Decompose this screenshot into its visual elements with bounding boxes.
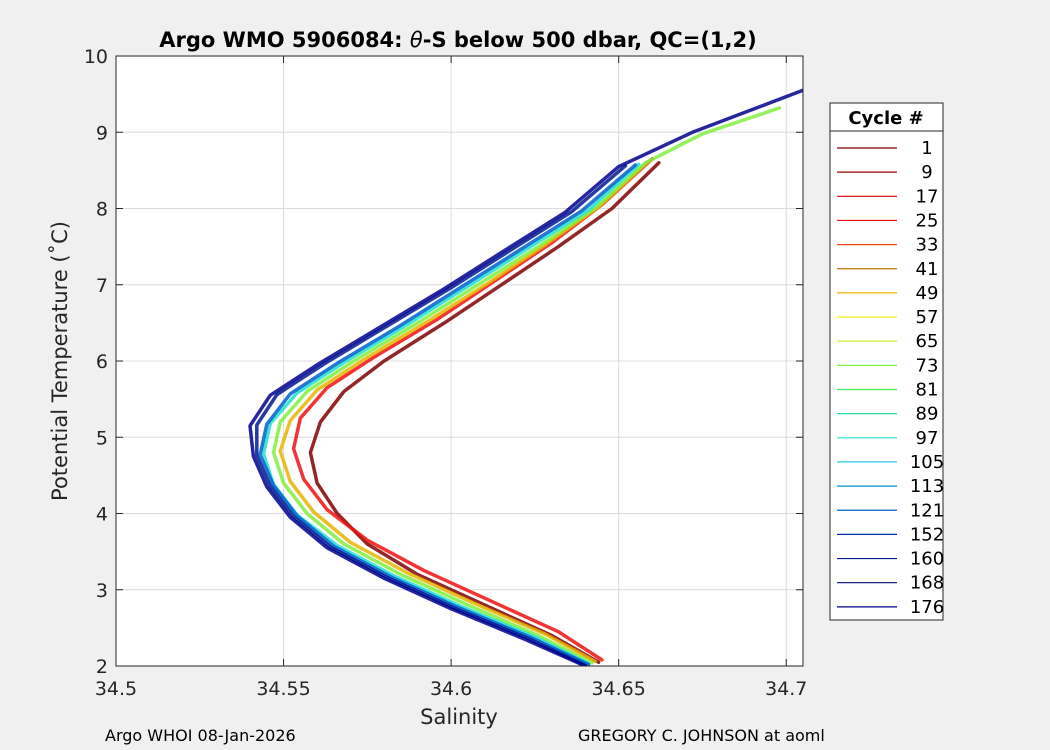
legend-label: 49 <box>916 283 939 304</box>
y-tick-label: 4 <box>96 504 108 526</box>
legend-entry: 57 <box>837 307 938 328</box>
legend-label: 160 <box>910 549 944 570</box>
x-axis-label: Salinity <box>420 705 498 729</box>
legend-entry: 9 <box>837 162 933 183</box>
legend-entry: 73 <box>837 355 938 376</box>
legend-entry: 168 <box>837 573 944 594</box>
y-axis-label: Potential Temperature (˚C) <box>48 221 72 501</box>
legend-entries: 1 9 17 25 33 41 49 57 65 73 81 89 97 105 113 121 152 160 1… <box>837 138 944 618</box>
x-tick-label: 34.6 <box>430 678 472 700</box>
legend-label: 168 <box>910 573 944 594</box>
legend-entry: 152 <box>837 524 944 545</box>
series-layer <box>248 88 803 666</box>
y-tick-label: 5 <box>96 427 108 449</box>
y-tick-label: 7 <box>96 275 108 297</box>
footer-right: GREGORY C. JOHNSON at aoml <box>578 726 825 745</box>
chart-title-suffix: -S below 500 dbar, QC=(1,2) <box>423 28 757 52</box>
tick-layer <box>115 55 803 667</box>
legend-entry: 65 <box>837 331 938 352</box>
y-tick-label: 8 <box>96 199 108 221</box>
series-line-cycle-121 <box>258 163 638 666</box>
series-line-cycle-1 <box>308 161 661 664</box>
x-tick-label: 34.55 <box>256 678 310 700</box>
legend-label: 105 <box>910 452 944 473</box>
series-line-cycle-49 <box>278 159 651 664</box>
chart-title-theta: θ <box>410 28 423 52</box>
y-tick-label: 6 <box>96 351 108 373</box>
legend-label: 89 <box>916 404 939 425</box>
legend-entry: 25 <box>837 210 938 231</box>
footer-left: Argo WHOI 08-Jan-2026 <box>105 726 296 745</box>
x-tick-label: 34.5 <box>95 678 137 700</box>
chart-title-prefix: Argo WMO 5906084: <box>159 28 410 52</box>
legend-entry: 49 <box>837 283 938 304</box>
legend-label: 41 <box>916 259 939 280</box>
legend-label: 152 <box>910 524 944 545</box>
legend-entry: 97 <box>837 428 938 449</box>
series-line-cycle-25 <box>291 157 654 662</box>
legend-entry: 33 <box>837 235 938 256</box>
legend-label: 1 <box>921 138 932 159</box>
legend-entry: 81 <box>837 380 938 401</box>
legend-title: Cycle # <box>848 108 923 129</box>
legend-label: 65 <box>916 331 939 352</box>
legend-label: 73 <box>916 355 939 376</box>
legend-label: 57 <box>916 307 939 328</box>
x-tick-labels: 34.5 34.55 34.6 34.65 34.7 <box>95 678 808 700</box>
series-line-cycle-160 <box>255 164 628 666</box>
legend-label: 17 <box>916 186 939 207</box>
y-tick-label: 3 <box>96 580 108 602</box>
legend-entry: 41 <box>837 259 938 280</box>
legend-label: 97 <box>916 428 939 449</box>
series-line-cycle-97 <box>261 162 641 666</box>
legend-entry: 176 <box>837 597 944 618</box>
series-line-cycle-176 <box>248 88 803 666</box>
legend-label: 81 <box>916 380 939 401</box>
legend-label: 33 <box>916 235 939 256</box>
legend-entry: 17 <box>837 186 938 207</box>
series-line-cycle-73 <box>271 106 782 665</box>
x-tick-label: 34.7 <box>765 678 807 700</box>
y-tick-label: 2 <box>96 656 108 678</box>
legend-label: 176 <box>910 597 944 618</box>
y-tick-labels: 2 3 4 5 6 7 8 9 10 <box>84 46 108 678</box>
legend-entry: 160 <box>837 549 944 570</box>
legend-label: 113 <box>910 476 944 497</box>
legend-label: 25 <box>916 210 939 231</box>
legend-label: 121 <box>910 500 944 521</box>
legend-entry: 1 <box>837 138 933 159</box>
chart-title: Argo WMO 5906084: θ-S below 500 dbar, QC… <box>159 28 756 52</box>
legend: Cycle # 1 9 17 25 33 41 49 57 65 73 81 89 97 105 113 12… <box>829 102 944 621</box>
legend-entry: 113 <box>837 476 944 497</box>
y-tick-label: 9 <box>96 122 108 144</box>
legend-entry: 89 <box>837 404 938 425</box>
legend-entry: 105 <box>837 452 944 473</box>
x-tick-label: 34.65 <box>591 678 645 700</box>
y-tick-label: 10 <box>84 46 108 68</box>
legend-label: 9 <box>921 162 932 183</box>
legend-entry: 121 <box>837 500 944 521</box>
